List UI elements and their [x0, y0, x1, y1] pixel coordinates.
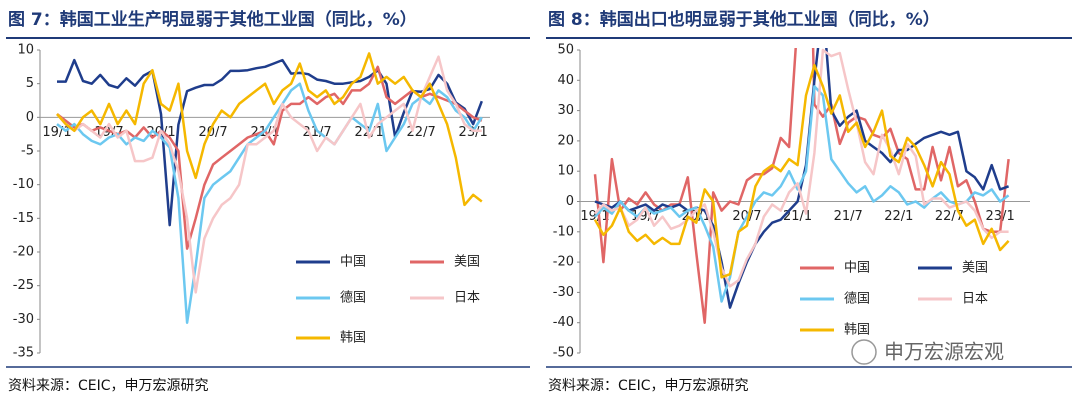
x-tick-label: 23/1 — [986, 209, 1015, 224]
x-tick-label: 20/7 — [198, 125, 227, 140]
legend-label: 德国 — [844, 292, 870, 307]
series-line — [56, 82, 483, 324]
legend-label: 日本 — [962, 292, 988, 307]
series-line — [593, 63, 1010, 279]
legend-label: 韩国 — [340, 331, 366, 346]
x-tick-label: 22/7 — [935, 209, 964, 224]
watermark-text: 申万宏源宏观 — [884, 340, 1004, 364]
series-line — [594, 48, 1010, 309]
y-tick-label: -15 — [13, 211, 34, 226]
chart-title: 图 7：韩国工业生产明显弱于其他工业国（同比，%） — [8, 9, 417, 30]
y-tick-label: -35 — [13, 346, 34, 361]
y-tick-label: 0 — [26, 110, 34, 125]
series-line — [56, 55, 482, 294]
y-tick-label: 10 — [17, 43, 34, 58]
y-tick-label: 0 — [566, 194, 574, 209]
y-tick-label: -25 — [13, 278, 34, 293]
source: 资料来源：CEIC，申万宏源研究 — [8, 378, 209, 394]
x-tick-label: 22/1 — [355, 125, 384, 140]
y-tick-label: 50 — [557, 43, 574, 58]
y-tick-label: -30 — [553, 285, 574, 300]
y-tick-label: -30 — [13, 312, 34, 327]
series-line — [56, 52, 483, 207]
legend-label: 日本 — [454, 291, 480, 306]
legend-label: 美国 — [962, 261, 988, 276]
y-tick-label: -20 — [553, 255, 574, 270]
series-line — [594, 85, 1010, 303]
watermark: 申万宏源宏观 — [851, 339, 1004, 365]
legend-label: 韩国 — [844, 323, 870, 338]
plot — [593, 48, 1010, 324]
y-tick-label: 40 — [557, 73, 574, 88]
y-tick-label: -50 — [553, 346, 574, 361]
legend-label: 美国 — [454, 255, 480, 270]
series-line — [57, 58, 483, 227]
y-tick-label: -10 — [13, 177, 34, 192]
y-tick-label: 5 — [26, 76, 34, 91]
y-tick-label: -20 — [13, 245, 34, 260]
plot — [56, 52, 483, 324]
series-line — [594, 48, 1009, 288]
x-tick-label: 22/1 — [884, 209, 913, 224]
y-tick-label: -10 — [553, 224, 574, 239]
y-tick-label: -40 — [553, 315, 574, 330]
x-tick-label: 23/1 — [459, 125, 488, 140]
source: 资料来源：CEIC，申万宏源研究 — [548, 378, 749, 394]
x-tick-label: 21/7 — [834, 209, 863, 224]
legend-label: 中国 — [340, 255, 366, 270]
y-tick-label: 30 — [557, 103, 574, 118]
watermark-icon — [851, 339, 877, 365]
y-tick-label: 10 — [557, 164, 574, 179]
x-tick-label: 19/1 — [42, 125, 71, 140]
y-tick-label: -5 — [21, 144, 34, 159]
legend-label: 中国 — [844, 261, 870, 276]
legend-label: 德国 — [340, 291, 366, 306]
y-tick-label: 20 — [557, 133, 574, 148]
chart-title: 图 8：韩国出口也明显弱于其他工业国（同比，%） — [548, 9, 940, 30]
